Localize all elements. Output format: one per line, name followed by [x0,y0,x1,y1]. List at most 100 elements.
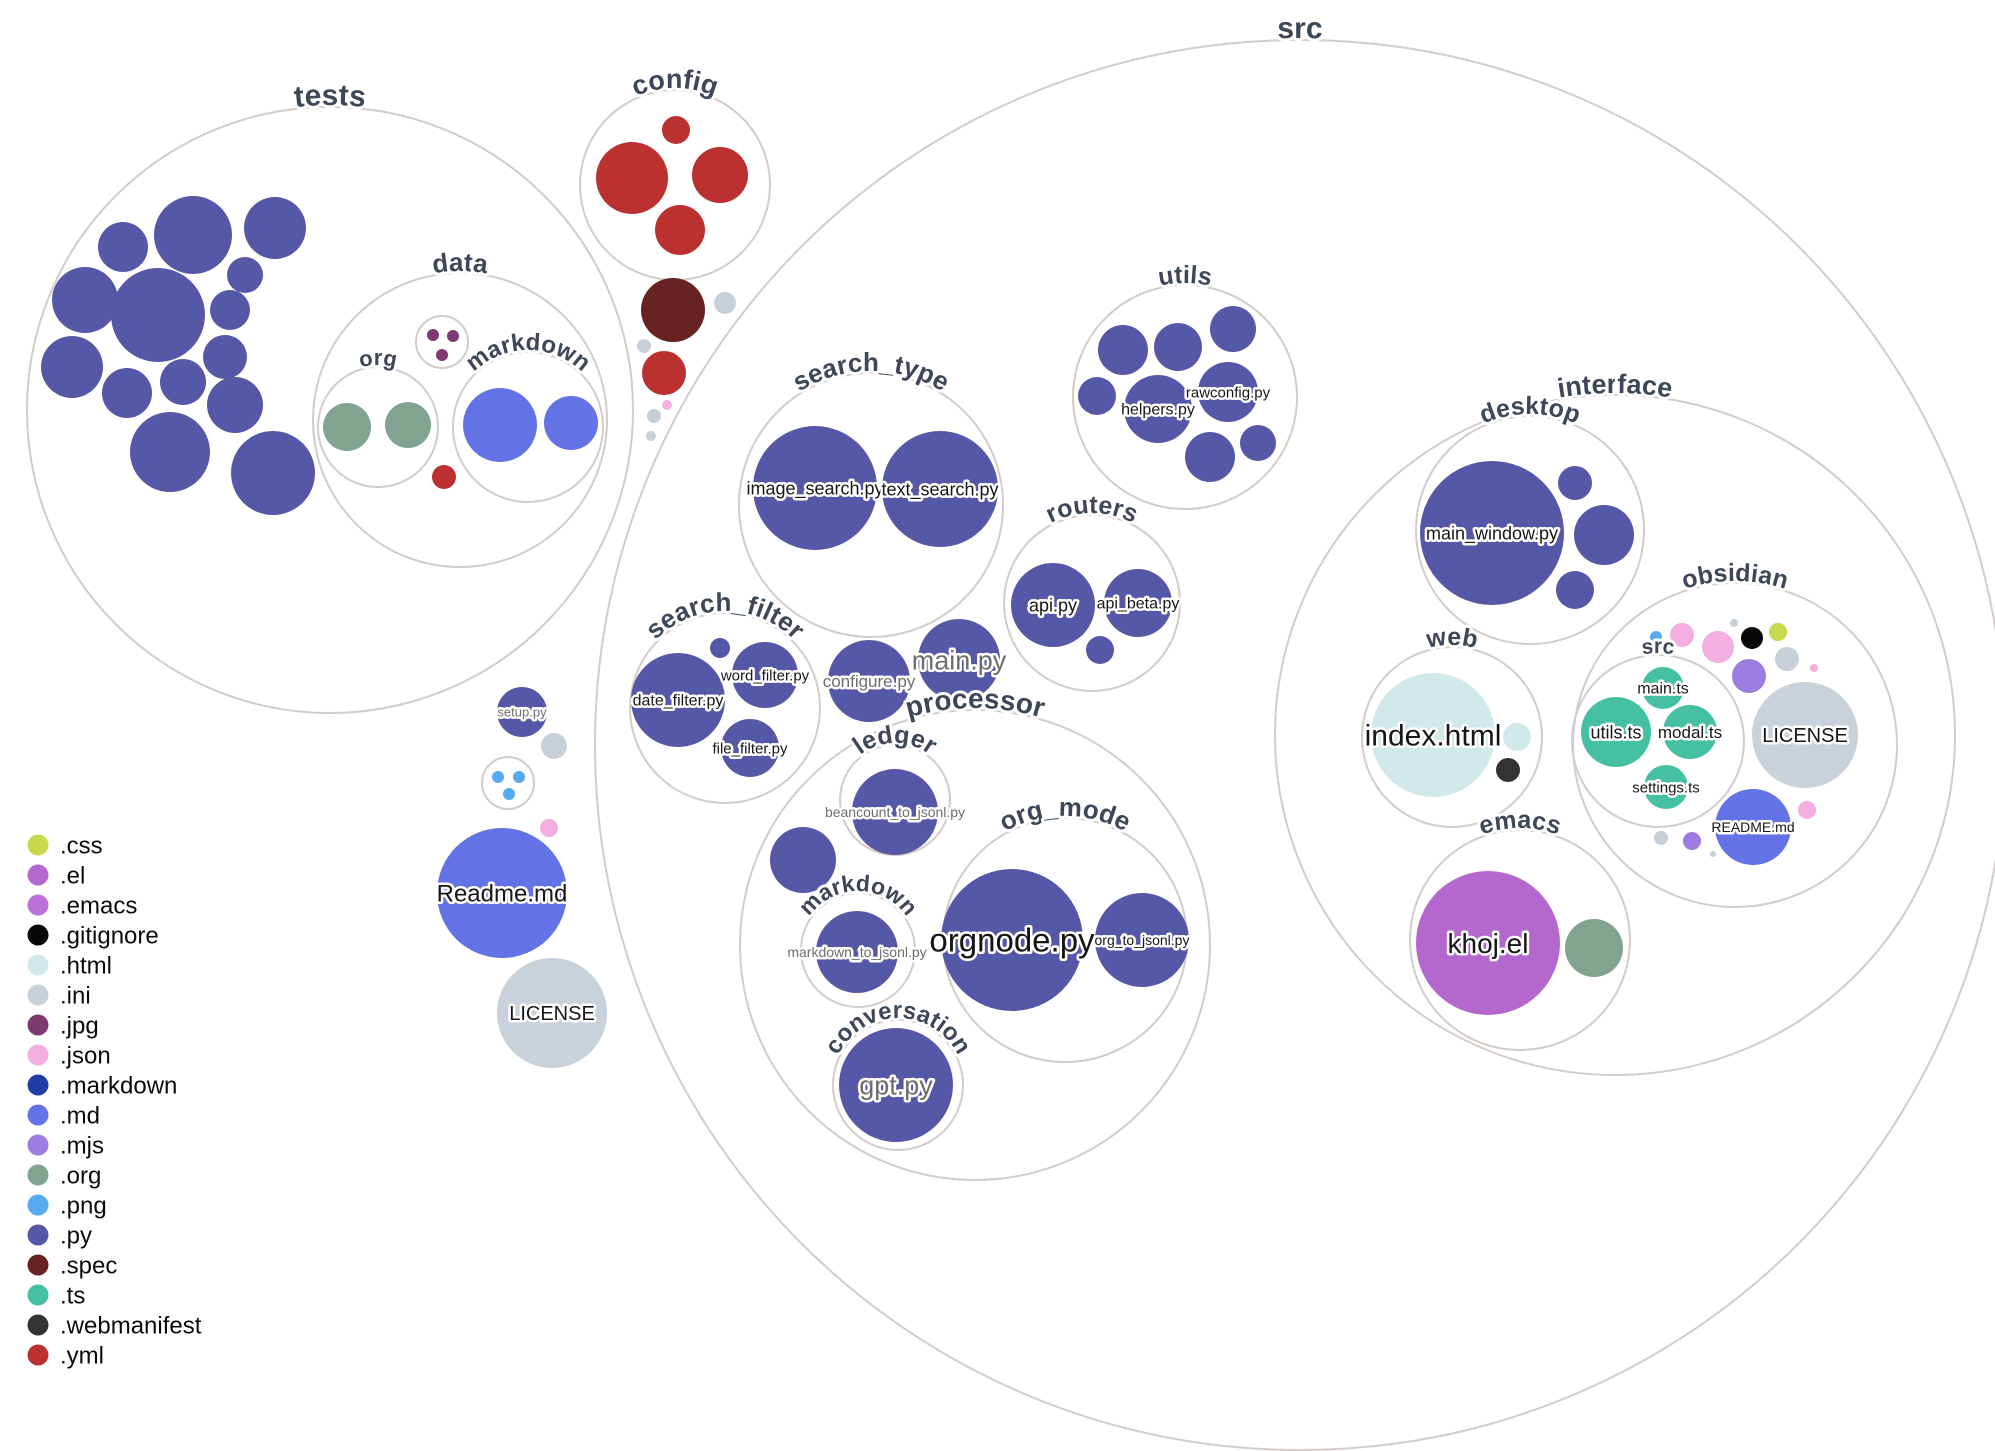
file-image_search.py-circle[interactable] [753,426,877,550]
folder-desktop-circle[interactable] [1415,415,1645,645]
file-org_to_jsonl.py-circle[interactable] [1095,893,1189,987]
folder-routers-circle[interactable] [1003,514,1181,692]
file-rawconfig.py-circle[interactable] [1198,362,1258,422]
file-modal.ts-circle[interactable] [1663,705,1717,759]
folder-org-circle[interactable] [317,366,439,488]
file-jpg-bubble-circle[interactable] [427,329,439,341]
file-py-bubble-circle[interactable] [1078,377,1116,415]
file-org-bubble-circle[interactable] [1565,919,1623,977]
file-json-bubble-circle[interactable] [662,400,672,410]
file-ini-bubble-circle[interactable] [646,431,656,441]
file-org-bubble-circle[interactable] [323,403,371,451]
file-py-bubble-circle[interactable] [210,290,250,330]
file-py-bubble-circle[interactable] [52,267,118,333]
folder-web-circle[interactable] [1361,646,1543,828]
folder-data-circle[interactable] [312,272,608,568]
file-index.html-circle[interactable] [1371,673,1495,797]
file-ini-bubble-circle[interactable] [714,292,736,314]
file-py-bubble-circle[interactable] [1086,636,1114,664]
folder-markdown-circle[interactable] [452,351,604,503]
file-text_search.py-circle[interactable] [882,431,998,547]
file-yml-bubble-circle[interactable] [655,205,705,255]
file-orgnode.py-circle[interactable] [941,869,1083,1011]
file-py-bubble-circle[interactable] [111,268,205,362]
file-py-bubble-circle[interactable] [1210,306,1256,352]
file-py-bubble-circle[interactable] [1185,432,1235,482]
file-yml-bubble-circle[interactable] [642,351,686,395]
file-ini-bubble-circle[interactable] [637,339,651,353]
file-mjs-bubble-circle[interactable] [1732,659,1766,693]
file-setup.py-circle[interactable] [497,687,547,737]
file-html-bubble-circle[interactable] [1503,723,1531,751]
file-py-bubble-circle[interactable] [160,359,206,405]
file-png-bubble-circle[interactable] [513,771,525,783]
file-json-bubble-circle[interactable] [1810,664,1818,672]
file-py-bubble-circle[interactable] [1240,425,1276,461]
file-py-bubble-circle[interactable] [1154,323,1202,371]
file-css-bubble-circle[interactable] [1769,623,1787,641]
file-main_window.py-circle[interactable] [1420,461,1564,605]
file-jpg-bubble-circle[interactable] [436,349,448,361]
folder-src-circle[interactable] [1571,654,1745,828]
file-md-bubble-circle[interactable] [544,396,598,450]
file-py-bubble-circle[interactable] [154,196,232,274]
file-utils.ts-circle[interactable] [1581,697,1651,767]
file-ini-bubble-circle[interactable] [1775,647,1799,671]
file-py-bubble-circle[interactable] [227,257,263,293]
file-py-bubble-circle[interactable] [1574,505,1634,565]
file-py-bubble-circle[interactable] [1558,466,1592,500]
folder-markdown-circle[interactable] [800,892,916,1008]
folder-unnamed-circle[interactable] [481,756,535,810]
file-gitignore-bubble-circle[interactable] [1741,627,1763,649]
file-ini-bubble-circle[interactable] [541,733,567,759]
file-helpers.py-circle[interactable] [1124,375,1192,443]
file-date_filter.py-circle[interactable] [631,653,725,747]
file-py-bubble-circle[interactable] [1098,325,1148,375]
file-Readme.md-circle[interactable] [437,828,567,958]
folder-interface-circle[interactable] [1274,394,1956,1076]
file-mjs-bubble-circle[interactable] [1683,832,1701,850]
file-py-bubble-circle[interactable] [770,827,836,893]
file-spec-bubble-circle[interactable] [641,278,705,342]
file-configure.py-circle[interactable] [828,640,910,722]
file-py-bubble-circle[interactable] [1556,571,1594,609]
file-ini-bubble-circle[interactable] [1654,831,1668,845]
file-beancount_to_jsonl.py-circle[interactable] [852,769,938,855]
file-py-bubble-circle[interactable] [231,431,315,515]
file-README.md-circle[interactable] [1715,789,1791,865]
file-json-bubble-circle[interactable] [1702,631,1734,663]
file-api.py-circle[interactable] [1011,563,1095,647]
file-py-bubble-circle[interactable] [102,368,152,418]
file-jpg-bubble-circle[interactable] [447,330,459,342]
folder-src-circle[interactable] [594,39,1995,1451]
file-json-bubble-circle[interactable] [540,819,558,837]
folder-unnamed-circle[interactable] [415,315,469,369]
file-py-bubble-circle[interactable] [244,197,306,259]
file-json-bubble-circle[interactable] [1670,623,1694,647]
file-org-bubble-circle[interactable] [385,402,431,448]
file-md-bubble-circle[interactable] [463,388,537,462]
folder-utils-circle[interactable] [1072,284,1298,510]
file-webmanifest-bubble-circle[interactable] [1496,758,1520,782]
file-khoj.el-circle[interactable] [1416,871,1560,1015]
file-py-bubble-circle[interactable] [98,222,148,272]
file-json-bubble-circle[interactable] [1798,801,1816,819]
file-py-bubble-circle[interactable] [41,336,103,398]
folder-emacs-circle[interactable] [1409,829,1631,1051]
folder-search_filter-circle[interactable] [629,612,821,804]
folder-tests-circle[interactable] [26,106,634,714]
file-word_filter.py-circle[interactable] [732,642,798,708]
file-png-bubble-circle[interactable] [492,771,504,783]
folder-search_type-circle[interactable] [738,372,1004,638]
file-ini-bubble-circle[interactable] [1730,619,1738,627]
file-yml-bubble-circle[interactable] [692,147,748,203]
file-ini-bubble-circle[interactable] [1710,851,1716,857]
file-py-bubble-circle[interactable] [207,377,263,433]
file-yml-bubble-circle[interactable] [596,142,668,214]
file-settings.ts-circle[interactable] [1644,765,1688,809]
file-ini-bubble-circle[interactable] [647,409,661,423]
file-yml-bubble-circle[interactable] [662,116,690,144]
file-py-bubble-circle[interactable] [203,335,247,379]
file-LICENSE-circle[interactable] [497,958,607,1068]
file-gpt.py-circle[interactable] [839,1028,953,1142]
